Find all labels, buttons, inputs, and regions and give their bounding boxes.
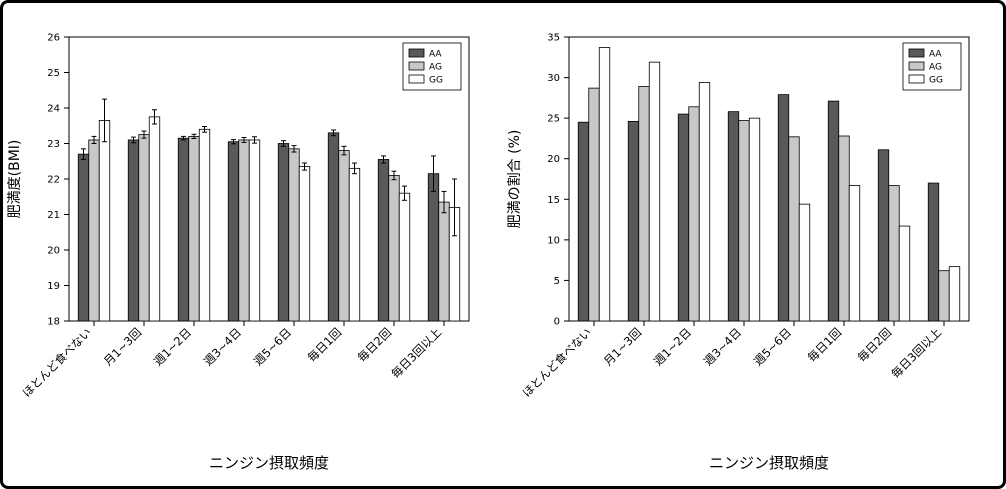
svg-text:10: 10 — [547, 235, 560, 246]
svg-text:18: 18 — [47, 317, 60, 328]
svg-text:25: 25 — [47, 68, 60, 79]
svg-text:毎日3回以上: 毎日3回以上 — [888, 325, 944, 381]
svg-text:24: 24 — [47, 104, 60, 115]
svg-text:毎日2回: 毎日2回 — [355, 325, 394, 364]
svg-text:35: 35 — [547, 33, 560, 44]
svg-text:毎日1回: 毎日1回 — [805, 325, 844, 364]
svg-text:毎日1回: 毎日1回 — [305, 325, 344, 364]
svg-text:週3~4日: 週3~4日 — [201, 325, 244, 368]
svg-text:GG: GG — [429, 76, 443, 86]
svg-text:ほとんど食べない: ほとんど食べない — [19, 325, 94, 400]
obesity-rate-chart-panel: 0 5 10 15 20 25 30 35 ほとんど食べない 月1~3回 週1~2日 週3~4日 週5~… — [503, 3, 1003, 486]
svg-text:週1~2日: 週1~2日 — [651, 325, 694, 368]
svg-text:肥満度(BMI): 肥満度(BMI) — [7, 140, 23, 219]
svg-text:週1~2日: 週1~2日 — [151, 325, 194, 368]
bmi-chart-svg: 18 19 20 21 22 23 24 25 26 ほとんど食べない 月1~3回 週1~2日 週3~4… — [7, 33, 470, 472]
svg-text:20: 20 — [47, 246, 60, 257]
svg-text:19: 19 — [47, 281, 60, 292]
svg-text:週3~4日: 週3~4日 — [701, 325, 744, 368]
svg-text:15: 15 — [547, 195, 560, 206]
svg-text:ニンジン摂取頻度: ニンジン摂取頻度 — [209, 454, 329, 472]
svg-text:22: 22 — [47, 175, 60, 186]
svg-text:GG: GG — [929, 76, 943, 86]
svg-text:AG: AG — [929, 63, 942, 73]
svg-text:月1~3回: 月1~3回 — [101, 325, 144, 368]
svg-text:週5~6日: 週5~6日 — [751, 325, 794, 368]
svg-text:21: 21 — [47, 210, 60, 221]
svg-text:毎日3回以上: 毎日3回以上 — [388, 325, 444, 381]
svg-text:20: 20 — [547, 154, 560, 165]
svg-text:30: 30 — [547, 73, 560, 84]
svg-text:ニンジン摂取頻度: ニンジン摂取頻度 — [709, 454, 829, 472]
svg-text:毎日2回: 毎日2回 — [855, 325, 894, 364]
svg-text:ほとんど食べない: ほとんど食べない — [519, 325, 594, 400]
svg-text:26: 26 — [47, 33, 60, 44]
svg-text:AA: AA — [929, 50, 942, 60]
svg-text:肥満の割合 (%): 肥満の割合 (%) — [506, 130, 523, 229]
svg-text:週5~6日: 週5~6日 — [251, 325, 294, 368]
svg-text:AA: AA — [429, 50, 442, 60]
svg-text:AG: AG — [429, 63, 442, 73]
svg-text:25: 25 — [547, 114, 560, 125]
bmi-chart-panel: 18 19 20 21 22 23 24 25 26 ほとんど食べない 月1~3回 週1~2日 週3~4… — [3, 3, 503, 486]
svg-text:0: 0 — [554, 317, 560, 328]
svg-text:月1~3回: 月1~3回 — [601, 325, 644, 368]
svg-text:23: 23 — [47, 139, 60, 150]
obesity-rate-chart-svg: 0 5 10 15 20 25 30 35 ほとんど食べない 月1~3回 週1~2日 週3~4日 週5~… — [506, 33, 970, 472]
svg-text:5: 5 — [554, 276, 560, 287]
